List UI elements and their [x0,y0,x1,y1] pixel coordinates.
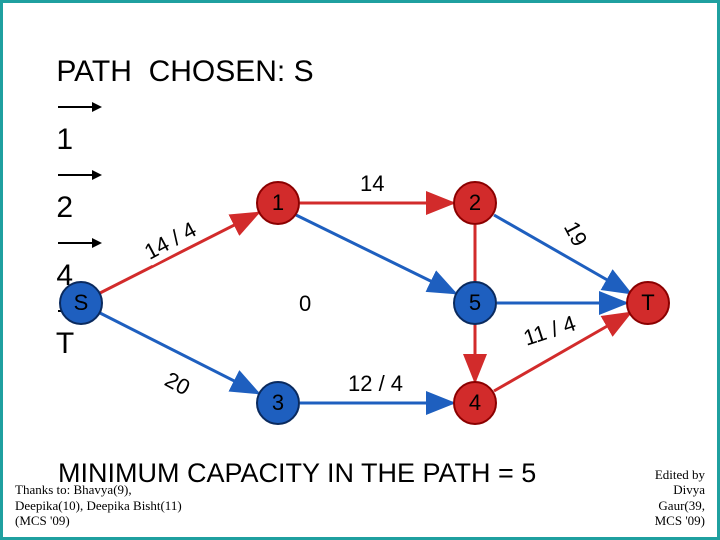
title-path-1: 1 [56,123,73,156]
edge-label-34: 12 / 4 [348,371,403,397]
credit-line: Edited by [655,467,705,483]
title-path-2: 2 [56,191,73,224]
node-label: S [74,290,89,316]
credit-line: (MCS '09) [15,513,182,529]
title-prefix: PATH CHOSEN: [56,55,293,88]
node-label: 3 [272,390,284,416]
credit-line: Thanks to: Bhavya(9), [15,482,182,498]
node-label: T [641,290,654,316]
node-3: 3 [256,381,300,425]
node-5: 5 [453,281,497,325]
edge-label-2t: 19 [558,217,592,251]
arrow-icon [56,167,102,183]
edge-label-15: 0 [299,291,311,317]
node-t: T [626,281,670,325]
credit-line: Gaur(39, [655,498,705,514]
node-4: 4 [453,381,497,425]
arrow-icon [56,235,102,251]
title-path-4: T [56,327,74,360]
credits-right: Edited by Divya Gaur(39, MCS '09) [655,467,705,529]
credit-line: MCS '09) [655,513,705,529]
edge-label-12: 14 [360,171,384,197]
title-path-0: S [294,55,314,88]
credits-left: Thanks to: Bhavya(9), Deepika(10), Deepi… [15,482,182,529]
arrow-icon [56,99,102,115]
node-label: 4 [469,390,481,416]
node-1: 1 [256,181,300,225]
slide-frame: PATH CHOSEN: S 1 2 4 T [0,0,720,540]
credit-line: Deepika(10), Deepika Bisht(11) [15,498,182,514]
credit-line: Divya [655,482,705,498]
node-2: 2 [453,181,497,225]
node-label: 2 [469,190,481,216]
node-label: 5 [469,290,481,316]
node-s: S [59,281,103,325]
edge-label-5t: 11 / 4 [520,310,579,351]
node-label: 1 [272,190,284,216]
